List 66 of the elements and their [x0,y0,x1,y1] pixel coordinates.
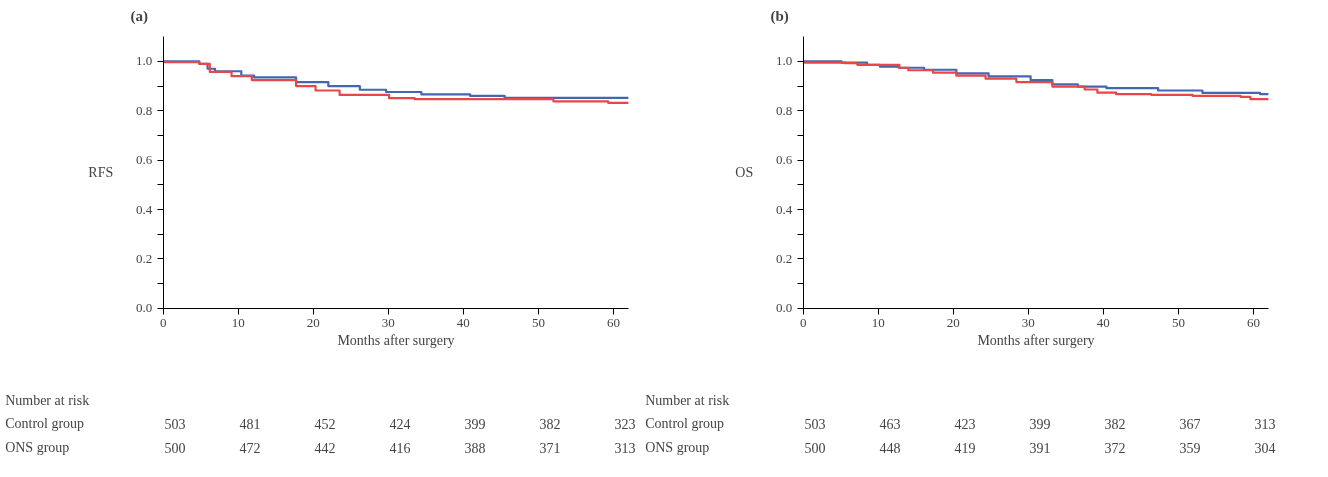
text: 500 [164,440,186,456]
x-tick-label: 50 [531,315,545,331]
text: 472 [239,440,261,456]
y-tick-label: 0.0 [776,300,793,316]
text: 371 [539,440,561,456]
text: 503 [164,416,186,432]
text: 448 [879,440,901,456]
y-tick-label: 1.0 [776,53,793,69]
text: Number at risk [645,393,730,409]
y-tick-label: 0.6 [136,152,153,168]
text: 419 [954,440,976,456]
text: 399 [464,416,486,432]
text: 416 [389,440,411,456]
x-tick-label: 20 [306,315,320,331]
y-tick-label: 0.2 [136,250,153,266]
text: 304 [1254,440,1276,456]
y-tick-label: 0.4 [776,201,793,217]
text: 313 [614,440,636,456]
y-tick-label: 1.0 [136,53,153,69]
x-tick-label: 50 [1171,315,1185,331]
x-tick-label: 60 [606,315,620,331]
y-tick-label: 0.6 [776,152,793,168]
x-axis-title: Months after surgery [977,332,1095,348]
text: 388 [464,440,486,456]
text: 463 [879,416,901,432]
text: Control group [5,416,85,432]
x-tick-label: 10 [231,315,245,331]
x-tick-label: 20 [946,315,960,331]
x-tick-label: 0 [160,315,167,331]
text: Control group [645,416,725,432]
y-tick-label: 0.8 [776,102,793,118]
text: 372 [1104,440,1126,456]
chart-title: (b) [770,7,789,25]
text: 399 [1029,416,1051,432]
text: 423 [954,416,976,432]
x-tick-label: 30 [1021,315,1035,331]
y-tick-label: 0.8 [136,102,153,118]
text: ONS group [645,440,710,456]
text: 313 [1254,416,1276,432]
text: 367 [1179,416,1201,432]
x-tick-label: 40 [1096,315,1110,331]
x-tick-label: 40 [456,315,470,331]
y-axis-title: RFS [88,165,114,180]
text: 359 [1179,440,1201,456]
text: 500 [804,440,826,456]
text: 442 [314,440,336,456]
text: 481 [239,416,261,432]
text: 323 [614,416,636,432]
text: 382 [539,416,561,432]
y-tick-label: 0.4 [136,201,153,217]
y-tick-label: 0.0 [136,300,153,316]
y-axis-title: OS [735,165,754,180]
x-tick-label: 60 [1246,315,1260,331]
text: 424 [389,416,411,432]
text: 452 [314,416,336,432]
chart-title: (a) [130,7,148,25]
x-axis-title: Months after surgery [337,332,455,348]
text: ONS group [5,440,70,456]
text: 503 [804,416,826,432]
x-tick-label: 0 [800,315,807,331]
x-tick-label: 30 [381,315,395,331]
text: Number at risk [5,393,90,409]
x-tick-label: 10 [871,315,885,331]
text: 391 [1029,440,1051,456]
text: 382 [1104,416,1126,432]
y-tick-label: 0.2 [776,250,793,266]
